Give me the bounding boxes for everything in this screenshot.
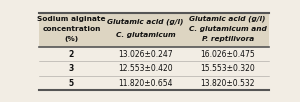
Text: 2: 2 xyxy=(69,50,74,59)
Text: 13.820±0.532: 13.820±0.532 xyxy=(200,79,255,88)
Text: 15.553±0.320: 15.553±0.320 xyxy=(200,64,255,73)
Text: Glutamic acid (​g/l​): Glutamic acid (​g/l​) xyxy=(189,15,266,22)
Text: C. glutamicum: C. glutamicum xyxy=(116,32,175,38)
Text: 16.026±0.475: 16.026±0.475 xyxy=(200,50,255,59)
Text: 12.553±0.420: 12.553±0.420 xyxy=(118,64,173,73)
Bar xyxy=(39,47,269,61)
Text: 5: 5 xyxy=(69,79,74,88)
Text: concentration: concentration xyxy=(42,26,100,32)
Text: 11.820±0.654: 11.820±0.654 xyxy=(118,79,172,88)
Text: Glutamic acid (​g/l​): Glutamic acid (​g/l​) xyxy=(107,19,184,25)
Bar xyxy=(39,13,269,47)
Text: P. reptilivora: P. reptilivora xyxy=(202,36,254,42)
Bar xyxy=(39,76,269,90)
Text: 3: 3 xyxy=(69,64,74,73)
Bar xyxy=(39,61,269,76)
Text: (%): (%) xyxy=(64,36,79,42)
Text: 13.026±0.247: 13.026±0.247 xyxy=(118,50,173,59)
Text: C. glutamicum and: C. glutamicum and xyxy=(189,26,266,32)
Text: Sodium alginate: Sodium alginate xyxy=(37,16,106,22)
